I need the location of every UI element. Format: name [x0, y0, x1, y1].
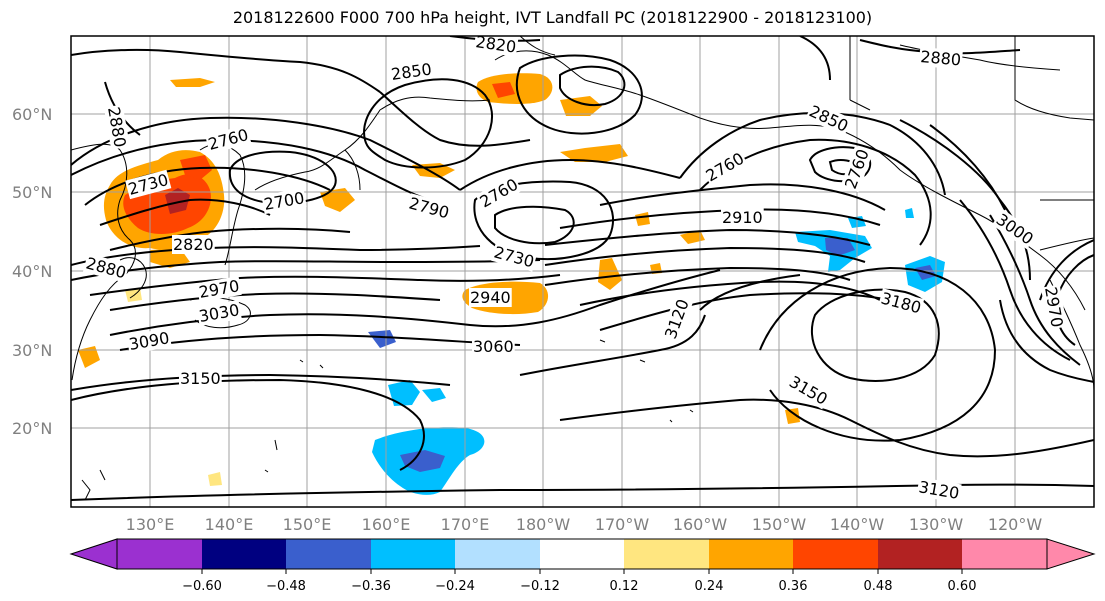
lat-label: 40°N — [12, 262, 52, 281]
contour-label-backing — [475, 174, 523, 212]
colorbar-tick: −0.12 — [520, 579, 560, 594]
contour-label-backing — [472, 337, 515, 356]
map-title: 2018122600 F000 700 hPa height, IVT Land… — [232, 8, 873, 27]
lon-label: 130°E — [126, 515, 175, 534]
contour-label-backing — [469, 288, 512, 307]
contour-label-backing — [125, 169, 172, 200]
contour-label-backing — [205, 124, 252, 155]
contour-label: 2820 — [474, 32, 517, 56]
contour-label: 3060 — [473, 337, 514, 356]
lon-label: 150°E — [283, 515, 332, 534]
contour-label-backing — [179, 369, 222, 388]
latitude-labels: 60°N 50°N 40°N 30°N 20°N — [12, 105, 52, 438]
colorbar-tick: −0.24 — [435, 579, 475, 594]
colorbar-tick: 0.60 — [948, 579, 977, 594]
lon-label: 150°W — [752, 515, 807, 534]
contour-label-backing — [103, 104, 131, 150]
contour-label-backing — [785, 371, 832, 410]
lon-label: 160°W — [673, 515, 728, 534]
contour-label-backing — [660, 295, 694, 343]
colorbar-tick: 0.48 — [864, 579, 893, 594]
lat-label: 60°N — [12, 105, 52, 124]
lon-label: 160°E — [362, 515, 411, 534]
contour-label: 2910 — [722, 208, 763, 227]
colorbar-tick: −0.48 — [266, 579, 306, 594]
colorbar-tick: −0.60 — [182, 579, 222, 594]
contour-label: 2820 — [173, 235, 214, 254]
contour-label: 3150 — [180, 369, 221, 388]
lat-label: 20°N — [12, 419, 52, 438]
contour-label-backing — [405, 193, 453, 223]
contour-label-backing — [82, 253, 130, 283]
contour-label-backing — [916, 477, 962, 504]
contour-label-backing — [701, 148, 749, 186]
contour-label-backing — [261, 187, 307, 215]
colorbar: −0.60 −0.48 −0.36 −0.24 −0.12 0.12 0.24 … — [69, 538, 1096, 594]
contour-label-backing — [196, 275, 242, 303]
colorbar-tick: 0.36 — [779, 579, 808, 594]
map-frame — [70, 35, 1095, 508]
contour-label-backing — [721, 208, 764, 227]
contour-label-backing — [918, 46, 963, 70]
contour-label-backing — [991, 209, 1038, 250]
longitude-labels: 130°E 140°E 150°E 160°E 170°E 180°W 170°… — [126, 515, 1043, 534]
contour-label-backing — [388, 59, 434, 85]
colorbar-tick: 0.24 — [695, 579, 724, 594]
lon-label: 170°E — [441, 515, 490, 534]
lon-label: 120°W — [988, 515, 1043, 534]
contour-label-backing — [805, 100, 853, 137]
colorbar-tick: −0.36 — [351, 579, 391, 594]
lon-label: 140°E — [205, 515, 254, 534]
lat-label: 50°N — [12, 183, 52, 202]
contour-label: 2880 — [920, 47, 962, 69]
lat-label: 30°N — [12, 341, 52, 360]
lon-label: 170°W — [595, 515, 650, 534]
contour-label-backing — [840, 145, 874, 193]
contour-label-backing — [490, 242, 538, 272]
lon-label: 180°W — [516, 515, 571, 534]
lon-label: 130°W — [909, 515, 964, 534]
contour-label-backing — [126, 327, 172, 355]
contour-label-backing — [172, 235, 215, 254]
contour-label: 2940 — [470, 288, 511, 307]
contour-label-backing — [196, 299, 242, 327]
contour-label-backing — [877, 288, 925, 318]
lon-label: 140°W — [830, 515, 885, 534]
colorbar-tick: 0.12 — [610, 579, 639, 594]
contour-label-backing — [1040, 284, 1068, 330]
contour-label-backing — [473, 36, 519, 57]
